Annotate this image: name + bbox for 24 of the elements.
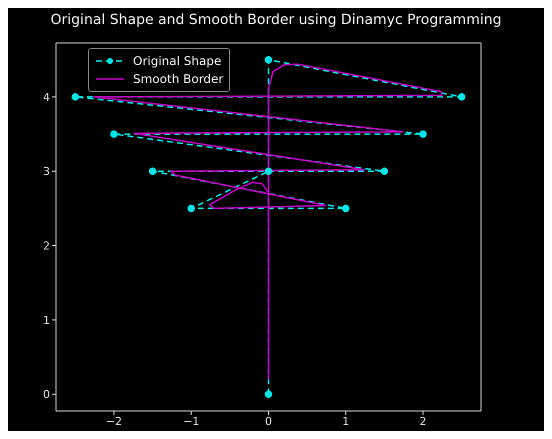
point <box>110 130 118 138</box>
x-tick-label: 0 <box>265 414 272 428</box>
point <box>419 130 427 138</box>
y-tick-label: 4 <box>43 90 50 104</box>
point <box>264 167 272 175</box>
point <box>72 93 80 101</box>
y-tick-label: 3 <box>43 165 50 178</box>
x-tick-label: 1 <box>342 414 350 428</box>
chart-title: Original Shape and Smooth Border using Dinamyc Programming <box>50 12 502 28</box>
point <box>148 167 156 175</box>
x-tick-label: −2 <box>106 414 122 428</box>
point <box>187 204 195 212</box>
y-tick-label: 0 <box>43 388 50 402</box>
point <box>264 56 272 64</box>
legend-label: Original Shape <box>133 54 222 68</box>
point <box>380 167 388 175</box>
point <box>458 93 466 101</box>
y-tick-label: 2 <box>43 239 50 252</box>
x-tick-label: 2 <box>420 414 427 428</box>
point <box>264 390 272 398</box>
legend-label: Smooth Border <box>133 72 224 86</box>
x-tick-label: −1 <box>183 414 200 428</box>
point <box>342 204 350 212</box>
y-tick-label: 1 <box>43 314 50 327</box>
